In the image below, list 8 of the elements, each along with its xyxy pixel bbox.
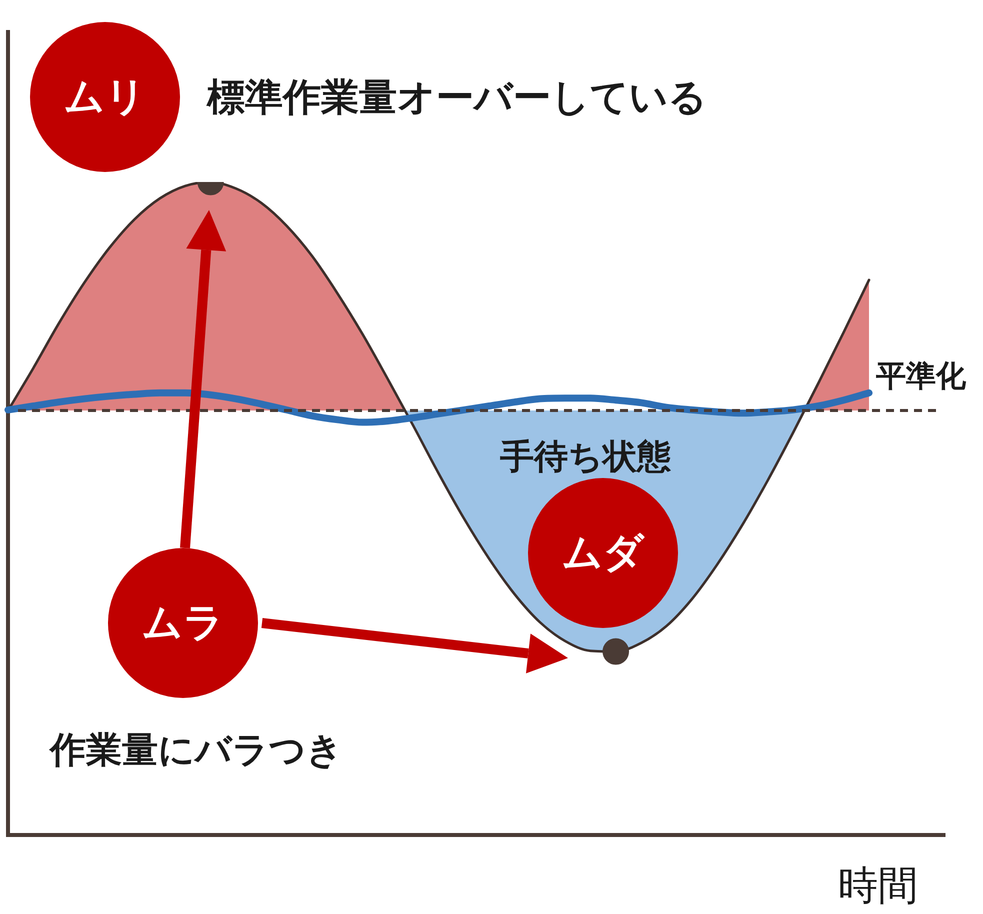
series-label: 平準化: [876, 359, 966, 394]
text: 標準作業量オーバーしている: [207, 75, 707, 119]
text: ムリ: [64, 74, 146, 120]
annotation: ムラ: [142, 600, 224, 646]
annotation: 手待ち状態: [500, 437, 671, 477]
x-axis-title: 時間: [838, 863, 918, 909]
annotation: 作業量にバラつき: [50, 730, 343, 771]
annotation: ムダ: [562, 530, 644, 576]
